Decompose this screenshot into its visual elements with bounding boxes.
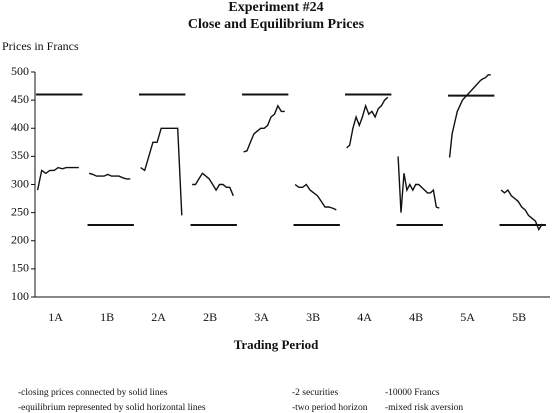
closing-price-line: [448, 74, 491, 158]
y-tick-label: 450: [11, 92, 29, 106]
closing-price-line: [192, 172, 234, 197]
note: -10000 Francs: [385, 388, 440, 398]
x-tick-label: 3A: [254, 310, 269, 324]
closing-price-line: [88, 172, 131, 180]
note: -mixed risk aversion: [385, 403, 463, 413]
y-tick-label: 300: [11, 176, 29, 190]
y-tick-label: 200: [11, 233, 29, 247]
note: -two period horizon: [292, 403, 368, 413]
x-tick-label: 2B: [203, 310, 217, 324]
chart-subtitle: Close and Equilibrium Prices: [188, 17, 365, 32]
x-tick-label: 4A: [357, 310, 372, 324]
y-tick-label: 500: [11, 64, 29, 78]
y-tick-label: 350: [11, 148, 29, 162]
closing-price-line: [500, 189, 543, 232]
closing-price-line: [140, 127, 183, 216]
x-tick-label: 5A: [460, 310, 475, 324]
x-tick-label: 1A: [48, 310, 63, 324]
x-tick-label: 5B: [512, 310, 526, 324]
x-tick-label: 4B: [409, 310, 423, 324]
chart-title: Experiment #24: [228, 0, 323, 15]
closing-price-line: [346, 96, 389, 149]
closing-price-line: [243, 104, 285, 153]
closing-price-line: [397, 156, 440, 213]
y-tick-label: 150: [11, 261, 29, 275]
x-tick-label: 1B: [100, 310, 114, 324]
y-axis-label: Prices in Francs: [2, 39, 79, 53]
y-tick-label: 250: [11, 204, 29, 218]
note: -closing prices connected by solid lines: [18, 388, 168, 398]
y-tick-label: 100: [11, 289, 29, 303]
note: -2 securities: [292, 388, 338, 398]
x-axis-label: Trading Period: [234, 337, 319, 352]
x-tick-label: 2A: [151, 310, 166, 324]
note: -equilibrium represented by solid horizo…: [18, 403, 206, 413]
closing-price-line: [36, 166, 79, 191]
y-tick-label: 400: [11, 120, 29, 134]
x-tick-label: 3B: [306, 310, 320, 324]
closing-price-line: [294, 183, 337, 211]
